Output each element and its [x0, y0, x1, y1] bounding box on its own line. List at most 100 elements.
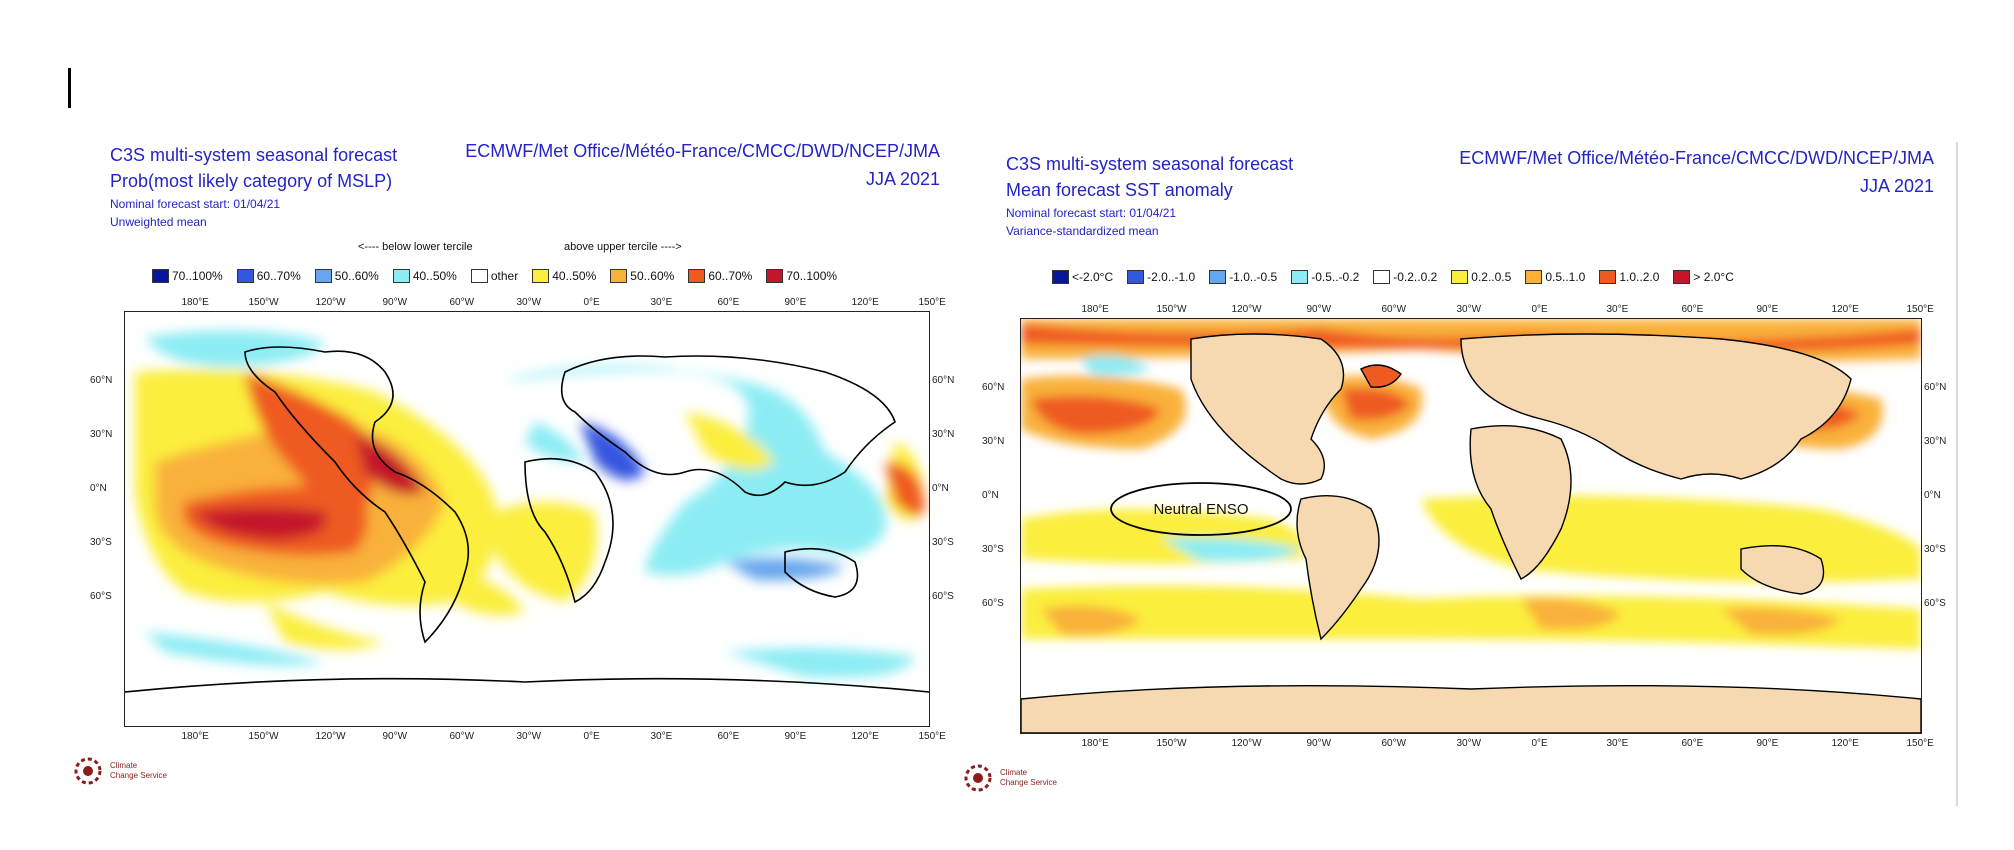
mslp-legend-label: 40..50% — [552, 269, 597, 283]
right-bottom-lon-label: 150°W — [1156, 738, 1187, 749]
logo-line2-left: Change Service — [110, 771, 167, 780]
sst-legend-item: > 2.0°C — [1673, 270, 1734, 284]
right-top-lon-label: 90°W — [1306, 304, 1332, 315]
sst-legend-label: -0.2..0.2 — [1393, 270, 1438, 284]
mslp-legend-item: other — [470, 269, 519, 283]
sst-legend-label: -2.0..-1.0 — [1147, 270, 1196, 284]
left-mean-type: Unweighted mean — [110, 215, 207, 229]
copernicus-emblem-icon — [74, 757, 102, 785]
mslp-probability-map — [124, 311, 930, 727]
left-bottom-lon-label: 120°E — [851, 731, 879, 742]
text-cursor — [68, 68, 71, 108]
sst-legend-item: -2.0..-1.0 — [1127, 270, 1195, 284]
left-bottom-lon-label: 150°E — [918, 731, 946, 742]
below-tercile-label: <---- below lower tercile — [358, 241, 473, 253]
right-west-lat-label: 30°S — [982, 543, 1004, 555]
left-east-lat-label: 0°N — [932, 483, 949, 495]
right-title-line2: Mean forecast SST anomaly — [1006, 180, 1233, 200]
mslp-legend-item: 60..70% — [688, 269, 752, 283]
right-bottom-lon-label: 30°W — [1456, 738, 1482, 749]
left-season: JJA 2021 — [865, 169, 940, 189]
left-centres: ECMWF/Met Office/Météo-France/CMCC/DWD/N… — [465, 141, 940, 161]
mslp-legend-item: 40..50% — [532, 269, 596, 283]
logo-line1-right: Climate — [1000, 768, 1028, 777]
right-west-lat-label: 60°S — [982, 597, 1004, 609]
left-bottom-lon-label: 60°E — [717, 731, 740, 742]
mslp-legend-swatch — [688, 269, 706, 283]
left-top-lon-label: 120°W — [315, 297, 346, 308]
left-west-lat-label: 0°N — [90, 483, 107, 495]
mslp-legend-label: 60..70% — [708, 269, 753, 283]
left-title-line2: Prob(most likely category of MSLP) — [110, 171, 393, 191]
sst-legend-label: 0.2..0.5 — [1471, 270, 1512, 284]
mslp-legend-label: 70..100% — [172, 269, 223, 283]
right-top-lon-label: 30°W — [1456, 304, 1482, 315]
right-bottom-lon-label: 120°W — [1231, 738, 1262, 749]
left-bottom-lon-label: 90°E — [784, 731, 807, 742]
right-bottom-lon-label: 180°E — [1081, 738, 1109, 749]
sst-legend-item: <-2.0°C — [1052, 270, 1113, 284]
right-forecast-start: Nominal forecast start: 01/04/21 — [1006, 206, 1177, 220]
right-east-lat-label: 30°S — [1924, 543, 1946, 555]
right-top-lon-label: 150°W — [1156, 304, 1187, 315]
sst-legend-swatch — [1291, 270, 1309, 284]
mslp-legend-label: 70..100% — [786, 269, 838, 283]
left-top-lon-label: 60°W — [449, 297, 475, 308]
left-bottom-lon-label: 60°W — [449, 731, 475, 742]
left-top-lon-label: 0°E — [583, 297, 600, 308]
right-west-lat-label: 60°N — [982, 382, 1005, 394]
left-west-lat-label: 30°S — [90, 536, 112, 548]
mslp-legend-swatch — [470, 269, 488, 283]
mslp-legend-swatch — [610, 269, 628, 283]
right-top-lon-label: 150°E — [1906, 304, 1934, 315]
mslp-legend-swatch — [314, 269, 332, 283]
sst-anomaly-map: Neutral ENSO — [1020, 318, 1922, 734]
logo-line1-left: Climate — [110, 761, 138, 770]
left-top-lon-label: 90°W — [382, 297, 408, 308]
sst-legend-item: 0.2..0.5 — [1451, 270, 1511, 284]
left-bottom-lon-label: 120°W — [315, 731, 346, 742]
left-forecast-start: Nominal forecast start: 01/04/21 — [110, 197, 281, 211]
right-bottom-lon-label: 30°E — [1606, 738, 1629, 749]
mslp-legend-item: 70..100% — [152, 269, 223, 283]
mslp-legend-item: 40..50% — [392, 269, 457, 283]
right-top-lon-label: 120°W — [1231, 304, 1262, 315]
mslp-legend-item: 60..70% — [236, 269, 301, 283]
right-top-lon-label: 30°E — [1606, 304, 1629, 315]
left-bottom-lon-label: 30°E — [650, 731, 673, 742]
sst-legend-swatch — [1052, 270, 1069, 284]
left-bottom-lon-label: 0°E — [583, 731, 600, 742]
right-top-lon-label: 180°E — [1081, 304, 1109, 315]
left-west-lat-label: 60°S — [90, 590, 112, 602]
left-west-lat-label: 30°N — [90, 429, 113, 441]
sst-anomaly-panel: C3S multi-system seasonal forecast Mean … — [962, 142, 1958, 806]
mslp-legend-label: other — [490, 269, 519, 283]
left-top-lon-label: 120°E — [851, 297, 879, 308]
sst-legend-swatch — [1525, 270, 1543, 284]
right-title-line1: C3S multi-system seasonal forecast — [1006, 154, 1294, 174]
left-top-lon-label: 30°W — [516, 297, 542, 308]
mslp-legend-item: 50..60% — [610, 269, 674, 283]
mslp-legend-label: 60..70% — [256, 269, 301, 283]
mslp-legend: 70..100% 60..70% 50..60% 40..50% other 40..50… — [152, 269, 837, 283]
above-tercile-label: above upper tercile ----> — [564, 241, 682, 253]
copernicus-logo-right: Climate Change Service — [962, 762, 1057, 794]
sst-legend-swatch — [1373, 270, 1391, 284]
right-bottom-lon-label: 150°E — [1906, 738, 1934, 749]
sst-legend-swatch — [1451, 270, 1469, 284]
right-season: JJA 2021 — [1859, 176, 1934, 196]
neutral-enso-annotation: Neutral ENSO — [1153, 501, 1248, 518]
left-top-lon-label: 60°E — [717, 297, 740, 308]
sst-legend-label: -0.5..-0.2 — [1311, 270, 1360, 284]
mslp-legend-swatch — [532, 269, 550, 283]
sst-legend-label: <-2.0°C — [1072, 270, 1114, 284]
right-east-lat-label: 60°N — [1924, 382, 1947, 394]
mslp-legend-label: 40..50% — [412, 269, 457, 283]
mslp-legend-swatch — [766, 269, 784, 283]
left-west-lat-label: 60°N — [90, 375, 113, 387]
mslp-legend-label: 50..60% — [630, 269, 675, 283]
mslp-legend-label: 50..60% — [334, 269, 379, 283]
left-top-lon-label: 30°E — [650, 297, 673, 308]
left-top-lon-label: 90°E — [784, 297, 807, 308]
left-bottom-lon-label: 180°E — [181, 731, 209, 742]
